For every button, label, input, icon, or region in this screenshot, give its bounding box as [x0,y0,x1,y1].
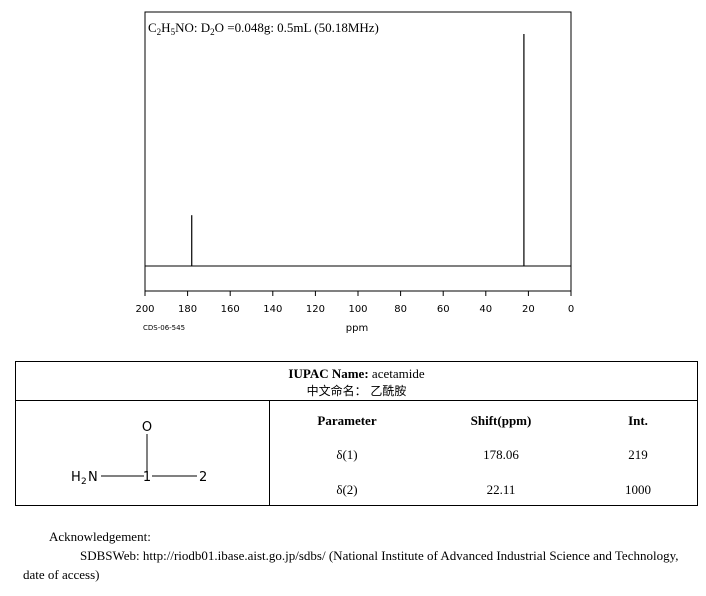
acknowledgement-heading: Acknowledgement: [49,529,151,544]
x-tick-label: 40 [479,304,492,315]
atom-c1: 1 [143,470,151,485]
row1-intensity: 219 [628,447,648,462]
name-row: IUPAC Name: acetamide 中文命名： 乙酰胺 [16,362,697,401]
x-tick-label: 100 [348,304,367,315]
atom-nitrogen: N [88,470,98,485]
x-tick-label: 180 [178,304,197,315]
acknowledgement-text: SDBSWeb: http://riodb01.ibase.aist.go.jp… [23,548,679,582]
nmr-spectrum-chart: C2H5NO: D2O =0.048g: 0.5mL (50.18MHz) 20… [135,11,574,334]
plot-frame [144,11,572,292]
structure-cell: O H 2 N 1 2 [16,401,270,505]
x-tick-label: 120 [306,304,325,315]
x-tick-label: 20 [522,304,535,315]
x-tick-label: 140 [263,304,282,315]
spectrum-title: C2H5NO: D2O =0.048g: 0.5mL (50.18MHz) [148,20,379,37]
iupac-label: IUPAC Name: [288,366,369,381]
row2-intensity: 1000 [625,482,651,497]
chinese-name: 中文命名： 乙酰胺 [306,384,407,398]
shift-table: Parameter Shift(ppm) Int. δ(1) 178.06 21… [270,401,697,505]
row1-parameter: δ(1) [336,447,358,462]
acknowledgement: Acknowledgement: SDBSWeb: http://riodb01… [23,527,693,584]
x-tick-label: 160 [221,304,240,315]
spectrum-code-label: CDS-06-545 [143,324,185,332]
header-intensity: Int. [628,413,648,428]
iupac-name: IUPAC Name: acetamide [16,365,697,383]
atom-c2: 2 [199,470,207,485]
x-tick-label: 200 [135,304,154,315]
header-parameter: Parameter [317,413,377,428]
x-axis-label: ppm [346,323,368,334]
row1-shift: 178.06 [483,447,519,462]
row2-parameter: δ(2) [336,482,358,497]
row2-shift: 22.11 [486,482,516,497]
atom-h-subscript: 2 [81,477,87,487]
x-tick-label: 0 [568,304,574,315]
atom-oxygen: O [142,420,152,435]
x-tick-label: 80 [394,304,407,315]
header-shift: Shift(ppm) [470,413,532,428]
compound-info-table: IUPAC Name: acetamide 中文命名： 乙酰胺 O H 2 N … [15,361,698,506]
x-tick-label: 60 [437,304,450,315]
iupac-value: acetamide [371,366,425,381]
structure-diagram: O H 2 N 1 2 [71,420,207,487]
atom-h: H [71,470,81,485]
